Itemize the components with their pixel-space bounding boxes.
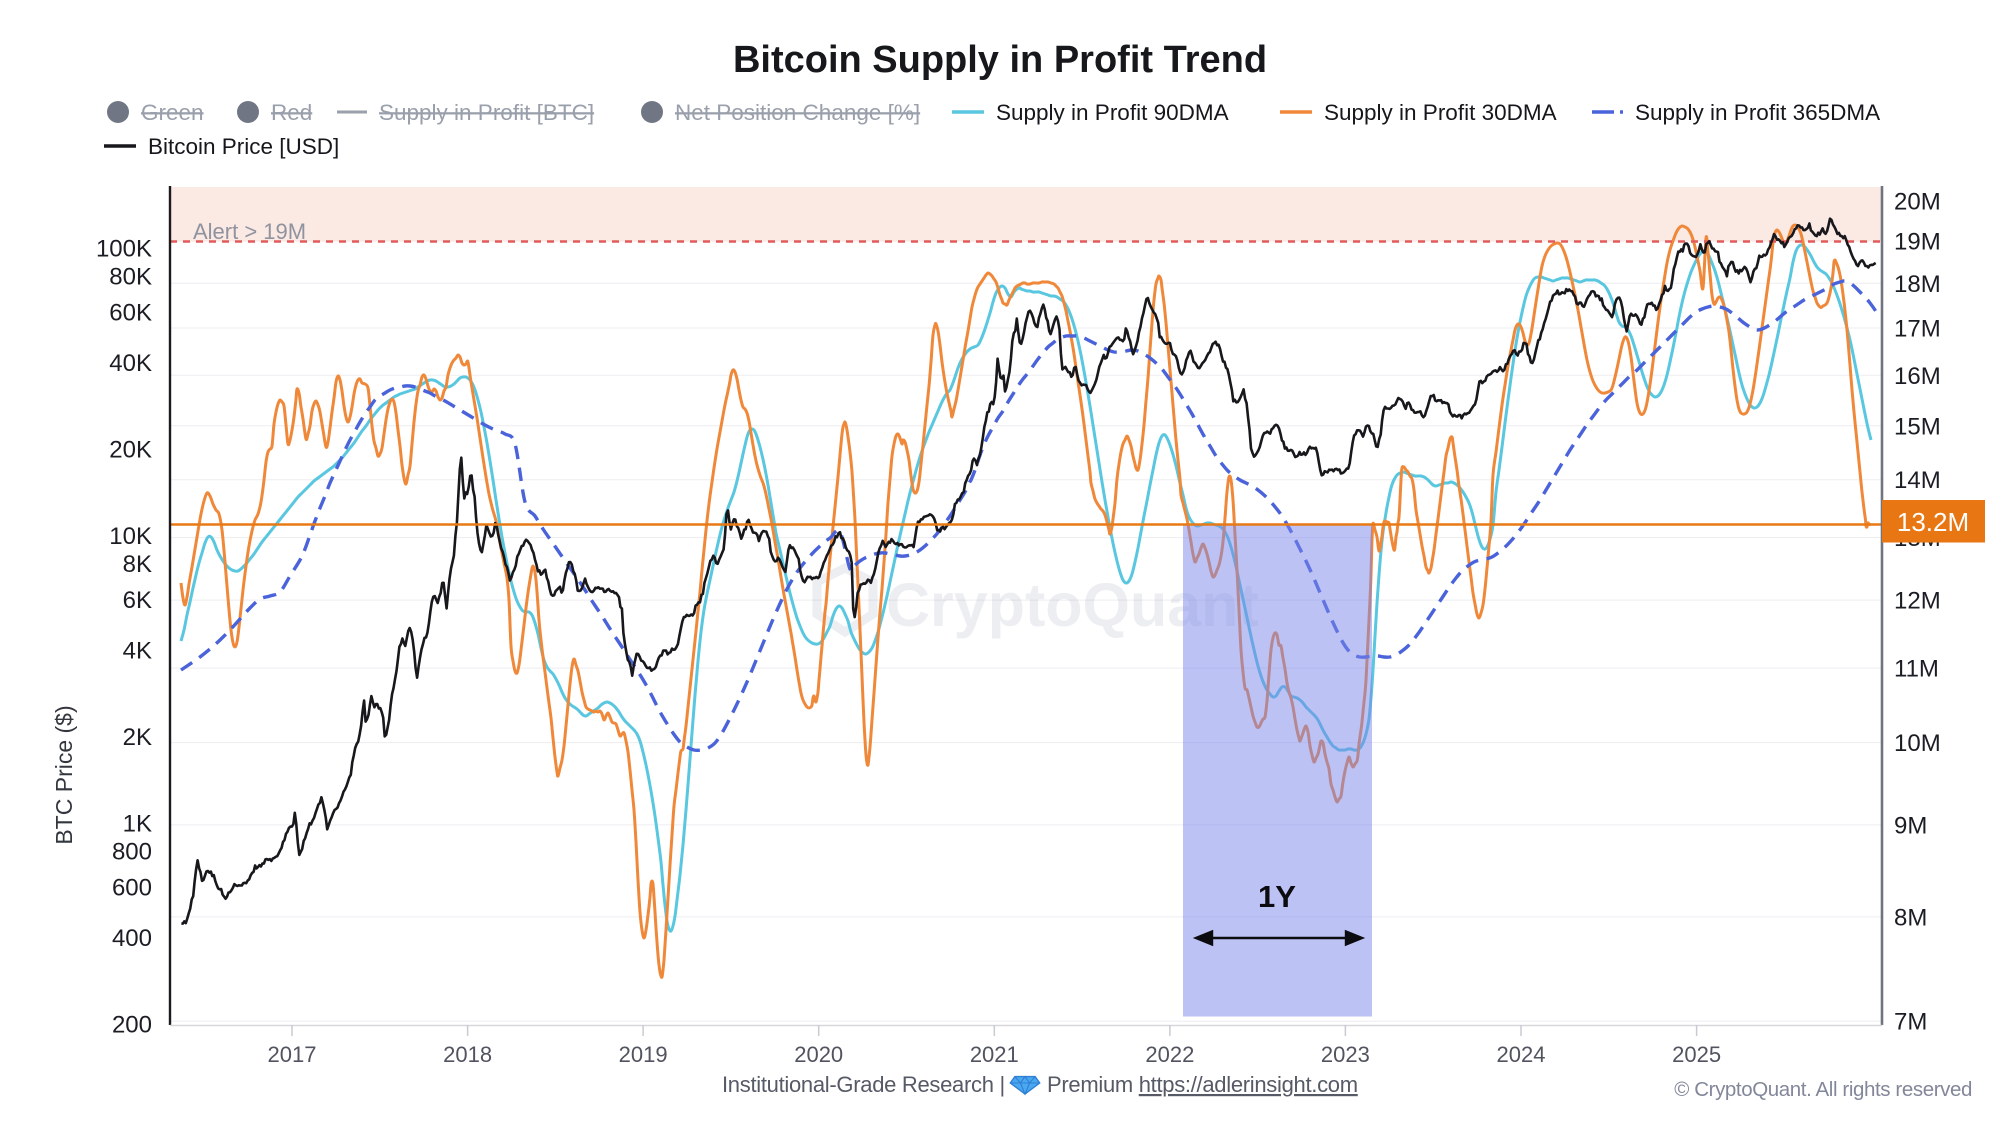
- svg-text:4K: 4K: [123, 637, 152, 664]
- svg-text:20M: 20M: [1894, 189, 1941, 216]
- svg-text:800: 800: [112, 838, 152, 865]
- svg-text:2022: 2022: [1145, 1042, 1194, 1067]
- svg-text:2017: 2017: [268, 1042, 317, 1067]
- svg-text:100K: 100K: [96, 236, 152, 263]
- svg-text:1K: 1K: [123, 811, 152, 838]
- svg-text:40K: 40K: [109, 350, 152, 377]
- svg-text:Premium https://adlerinsight.c: Premium https://adlerinsight.com: [1047, 1072, 1358, 1097]
- svg-text:19M: 19M: [1894, 229, 1941, 256]
- svg-text:11M: 11M: [1894, 656, 1939, 683]
- svg-text:1Y: 1Y: [1258, 879, 1296, 914]
- svg-text:2018: 2018: [443, 1042, 492, 1067]
- svg-text:17M: 17M: [1894, 316, 1941, 343]
- svg-text:600: 600: [112, 874, 152, 901]
- svg-text:Supply in Profit 365DMA: Supply in Profit 365DMA: [1635, 100, 1880, 125]
- svg-text:Bitcoin Supply in Profit Trend: Bitcoin Supply in Profit Trend: [733, 39, 1267, 81]
- svg-text:7M: 7M: [1894, 1009, 1927, 1036]
- svg-text:9M: 9M: [1894, 812, 1927, 839]
- svg-text:Institutional-Grade Research |: Institutional-Grade Research |: [722, 1072, 1005, 1097]
- svg-text:8M: 8M: [1894, 904, 1927, 931]
- svg-text:80K: 80K: [109, 263, 152, 290]
- svg-text:BTC Price ($): BTC Price ($): [51, 705, 77, 844]
- svg-text:Supply in Profit 90DMA: Supply in Profit 90DMA: [996, 100, 1229, 125]
- svg-text:18M: 18M: [1894, 271, 1941, 298]
- svg-text:Red: Red: [271, 100, 312, 125]
- svg-text:400: 400: [112, 925, 152, 952]
- svg-text:Supply in Profit 30DMA: Supply in Profit 30DMA: [1324, 100, 1557, 125]
- svg-text:14M: 14M: [1894, 467, 1941, 494]
- svg-text:20K: 20K: [109, 437, 152, 464]
- svg-text:13.2M: 13.2M: [1897, 507, 1969, 537]
- svg-text:2024: 2024: [1497, 1042, 1546, 1067]
- svg-text:2K: 2K: [123, 724, 152, 751]
- svg-text:© CryptoQuant. All rights rese: © CryptoQuant. All rights reserved: [1674, 1078, 1972, 1101]
- svg-text:16M: 16M: [1894, 363, 1941, 390]
- svg-text:15M: 15M: [1894, 413, 1941, 440]
- svg-text:Bitcoin Price [USD]: Bitcoin Price [USD]: [148, 134, 339, 159]
- svg-text:60K: 60K: [109, 299, 152, 326]
- svg-text:Supply in Profit [BTC]: Supply in Profit [BTC]: [379, 100, 594, 125]
- svg-text:Alert > 19M: Alert > 19M: [193, 219, 306, 244]
- svg-text:2025: 2025: [1672, 1042, 1721, 1067]
- svg-text:200: 200: [112, 1012, 152, 1039]
- svg-text:10M: 10M: [1894, 730, 1941, 757]
- svg-text:12M: 12M: [1894, 588, 1941, 615]
- svg-text:Green: Green: [141, 100, 204, 125]
- svg-text:2023: 2023: [1321, 1042, 1370, 1067]
- svg-text:2021: 2021: [970, 1042, 1019, 1067]
- svg-text:2019: 2019: [619, 1042, 668, 1067]
- svg-text:2020: 2020: [794, 1042, 843, 1067]
- svg-text:6K: 6K: [123, 587, 152, 614]
- svg-text:8K: 8K: [123, 551, 152, 578]
- svg-text:Net Position Change [%]: Net Position Change [%]: [675, 100, 920, 125]
- svg-text:10K: 10K: [109, 523, 152, 550]
